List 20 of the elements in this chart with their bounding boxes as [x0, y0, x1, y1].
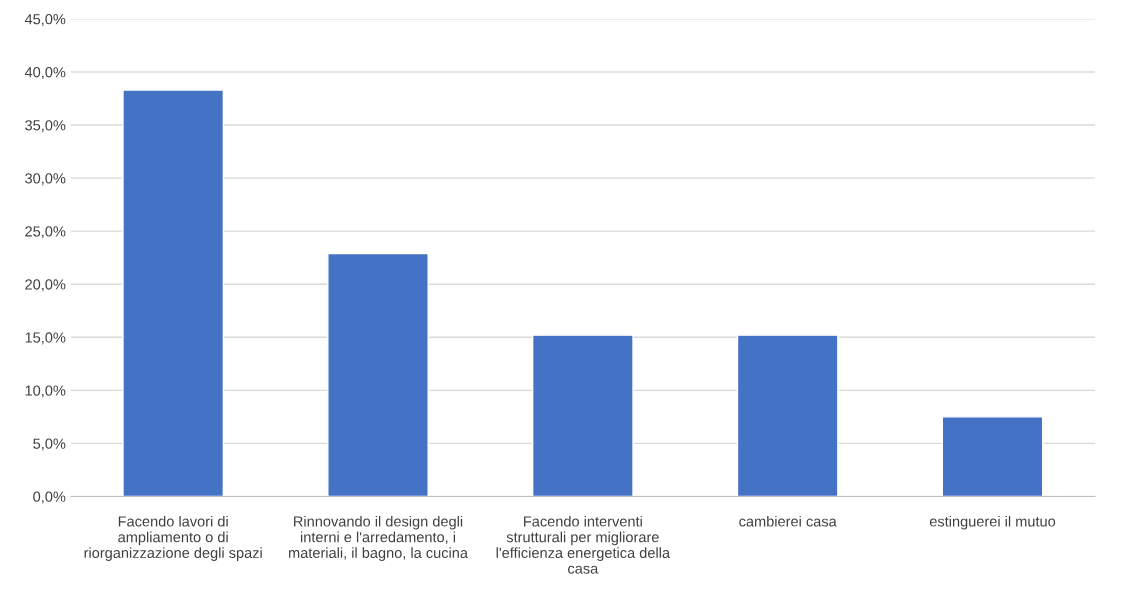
bar — [736, 334, 839, 497]
bar — [122, 89, 225, 497]
y-tick-label: 45,0% — [24, 14, 66, 27]
y-tick-label: 35,0% — [25, 120, 66, 133]
y-tick-label: 15,0% — [25, 332, 66, 345]
y-tick-label: 20,0% — [25, 279, 66, 292]
x-tick-label: Facendo lavori di ampliamento o di riorganizzazione degli spazi — [84, 515, 262, 561]
y-tick-label: 5,0% — [33, 438, 66, 451]
y-tick-label: 30,0% — [25, 173, 66, 186]
bar — [327, 252, 429, 497]
x-tick-label: Facendo interventi strutturali per migliorare l'efficienza energetica della casa — [496, 515, 671, 574]
y-tick-label: 0,0% — [33, 491, 66, 504]
x-tick-label: Rinnovando il design degli interni e l'arredamento, i materiali, il bagno, la cucina — [289, 515, 468, 561]
x-tick-label: estinguerei il mutuo — [929, 515, 1056, 530]
y-tick-label: 25,0% — [25, 226, 66, 239]
bar — [941, 416, 1044, 497]
y-tick-label: 40,0% — [24, 67, 66, 80]
x-tick-label: cambierei casa — [739, 515, 837, 527]
bar — [531, 334, 634, 497]
y-tick-label: 10,0% — [25, 385, 66, 398]
